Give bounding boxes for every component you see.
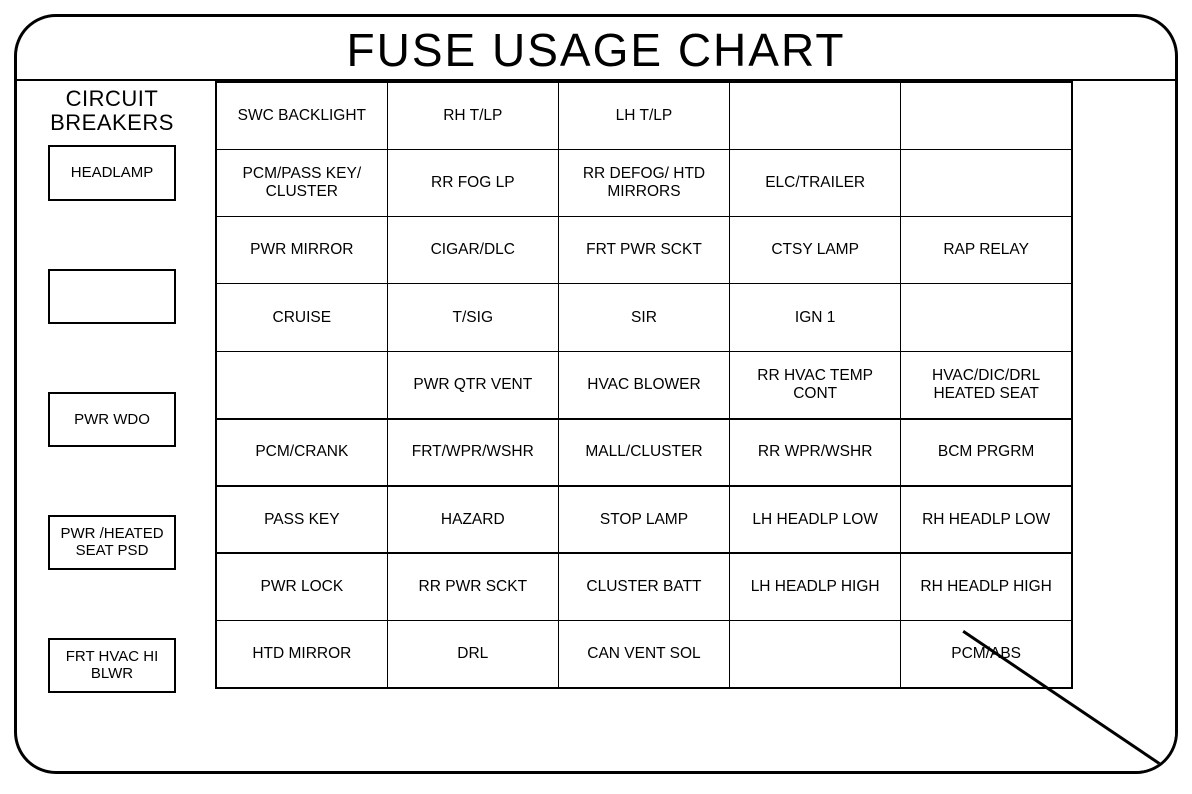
table-row: PWR QTR VENTHVAC BLOWERRR HVAC TEMP CONT… <box>216 351 1072 418</box>
fuse-cell <box>730 82 901 149</box>
fuse-cell: T/SIG <box>387 284 558 351</box>
fuse-cell: RH HEADLP LOW <box>901 486 1072 553</box>
fuse-cell: RAP RELAY <box>901 217 1072 284</box>
fuse-cell: ELC/TRAILER <box>730 149 901 216</box>
fuse-cell: PWR LOCK <box>216 553 387 620</box>
fuse-cell: RR PWR SCKT <box>387 553 558 620</box>
fuse-table: SWC BACKLIGHTRH T/LPLH T/LPPCM/PASS KEY/… <box>215 81 1073 689</box>
fuse-cell <box>730 621 901 688</box>
fuse-cell <box>901 82 1072 149</box>
fuse-cell: IGN 1 <box>730 284 901 351</box>
fuse-cell: LH HEADLP LOW <box>730 486 901 553</box>
fuse-cell: FRT PWR SCKT <box>558 217 729 284</box>
chart-title: FUSE USAGE CHART <box>17 23 1175 77</box>
fuse-cell: SWC BACKLIGHT <box>216 82 387 149</box>
fuse-cell: STOP LAMP <box>558 486 729 553</box>
fuse-cell: BCM PRGRM <box>901 419 1072 486</box>
fuse-cell: PCM/PASS KEY/ CLUSTER <box>216 149 387 216</box>
fuse-cell: CLUSTER BATT <box>558 553 729 620</box>
fuse-cell: HVAC BLOWER <box>558 351 729 418</box>
table-row: HTD MIRRORDRLCAN VENT SOLPCM/ABS <box>216 621 1072 688</box>
fuse-cell <box>901 284 1072 351</box>
fuse-cell: RR DEFOG/ HTD MIRRORS <box>558 149 729 216</box>
table-row: PASS KEYHAZARDSTOP LAMPLH HEADLP LOWRH H… <box>216 486 1072 553</box>
fuse-cell: RR FOG LP <box>387 149 558 216</box>
table-row: CRUISET/SIGSIRIGN 1 <box>216 284 1072 351</box>
fuse-cell: HTD MIRROR <box>216 621 387 688</box>
fuse-cell: RH T/LP <box>387 82 558 149</box>
fuse-cell: HVAC/DIC/DRL HEATED SEAT <box>901 351 1072 418</box>
fuse-cell: FRT/WPR/WSHR <box>387 419 558 486</box>
fuse-cell: LH T/LP <box>558 82 729 149</box>
breaker-blank <box>48 269 176 324</box>
fuse-cell: HAZARD <box>387 486 558 553</box>
fuse-cell: RR HVAC TEMP CONT <box>730 351 901 418</box>
fuse-cell: PWR QTR VENT <box>387 351 558 418</box>
fuse-cell: MALL/CLUSTER <box>558 419 729 486</box>
fuse-cell: CRUISE <box>216 284 387 351</box>
fuse-cell: CAN VENT SOL <box>558 621 729 688</box>
fuse-cell: LH HEADLP HIGH <box>730 553 901 620</box>
fuse-cell: RH HEADLP HIGH <box>901 553 1072 620</box>
fuse-cell: SIR <box>558 284 729 351</box>
fuse-table-body: SWC BACKLIGHTRH T/LPLH T/LPPCM/PASS KEY/… <box>216 82 1072 688</box>
circuit-breakers-heading: CIRCUIT BREAKERS <box>27 87 197 135</box>
table-row: PWR MIRRORCIGAR/DLCFRT PWR SCKTCTSY LAMP… <box>216 217 1072 284</box>
breaker-pwr-wdo: PWR WDO <box>48 392 176 447</box>
fuse-cell: PWR MIRROR <box>216 217 387 284</box>
table-row: PCM/CRANKFRT/WPR/WSHRMALL/CLUSTERRR WPR/… <box>216 419 1072 486</box>
fuse-chart-panel: FUSE USAGE CHART CIRCUIT BREAKERS HEADLA… <box>14 14 1178 774</box>
table-row: PWR LOCKRR PWR SCKTCLUSTER BATTLH HEADLP… <box>216 553 1072 620</box>
breaker-pwr-heated-seat-psd: PWR /HEATED SEAT PSD <box>48 515 176 570</box>
fuse-cell <box>216 351 387 418</box>
fuse-cell: PCM/CRANK <box>216 419 387 486</box>
fuse-cell: CTSY LAMP <box>730 217 901 284</box>
breaker-frt-hvac-hi-blwr: FRT HVAC HI BLWR <box>48 638 176 693</box>
fuse-cell: DRL <box>387 621 558 688</box>
fuse-cell: RR WPR/WSHR <box>730 419 901 486</box>
table-row: PCM/PASS KEY/ CLUSTERRR FOG LPRR DEFOG/ … <box>216 149 1072 216</box>
circuit-breakers-column: CIRCUIT BREAKERS HEADLAMP PWR WDO PWR /H… <box>27 81 197 761</box>
breaker-headlamp: HEADLAMP <box>48 145 176 200</box>
fuse-cell: PASS KEY <box>216 486 387 553</box>
table-row: SWC BACKLIGHTRH T/LPLH T/LP <box>216 82 1072 149</box>
fuse-cell <box>901 149 1072 216</box>
fuse-cell: CIGAR/DLC <box>387 217 558 284</box>
